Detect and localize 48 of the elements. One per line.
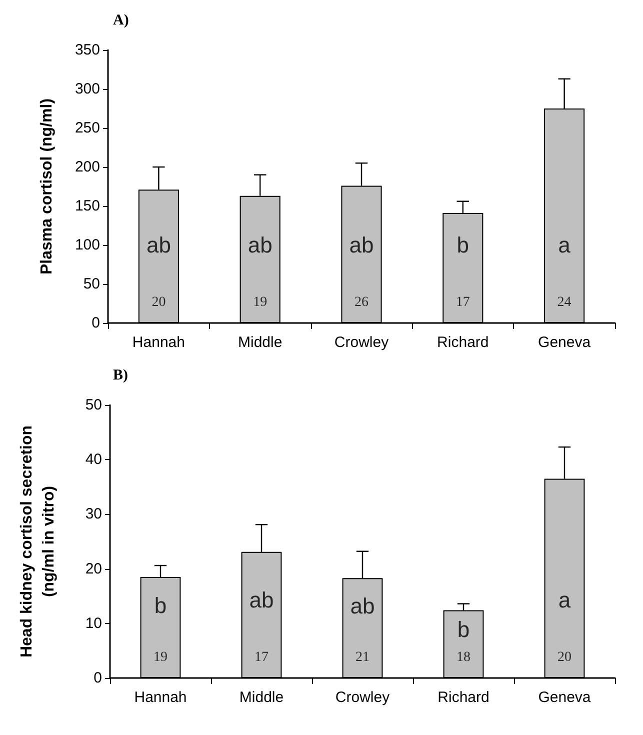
y-tick-label: 30 (85, 506, 102, 523)
annotation: 19 (253, 295, 268, 310)
y-tick-label: 0 (92, 314, 100, 332)
y-tick-label: 250 (74, 120, 100, 136)
annotation: 19 (154, 650, 168, 666)
x-tick-label: Hannah (134, 689, 187, 706)
annotation: b (457, 616, 470, 642)
y-tick-label: 40 (85, 451, 102, 468)
annotation: b (456, 232, 470, 258)
annotation: a (558, 232, 572, 258)
chart-title: B) (113, 368, 128, 384)
y-tick-label: 10 (85, 614, 102, 632)
x-tick-label: Middle (239, 689, 284, 706)
x-tick-label: Geneva (538, 334, 592, 351)
y-tick-label: 300 (74, 80, 100, 98)
annotation: 17 (254, 650, 268, 666)
annotation: ab (350, 594, 375, 619)
x-tick-label: Richard (437, 334, 489, 351)
annotation: 17 (456, 295, 470, 310)
annotation: ab (349, 232, 374, 258)
annotation: ab (249, 588, 274, 613)
annotation: 26 (354, 295, 368, 310)
y-tick-label: 0 (94, 670, 102, 686)
y-tick-label: 200 (74, 158, 100, 176)
annotation: 18 (456, 650, 470, 666)
y-axis-title: Plasma cortisol (ng/ml) (38, 98, 56, 275)
x-tick-label: Geneva (538, 689, 592, 706)
chart-title: A) (113, 12, 129, 28)
y-axis-title: Head kidney cortisol secretion (ng/ml in vitro) (18, 425, 58, 658)
annotation: ab (146, 232, 171, 258)
annotation: 20 (558, 650, 572, 666)
y-tick-label: 50 (83, 276, 100, 292)
y-tick-label: 150 (74, 198, 100, 214)
annotation: b (154, 592, 167, 618)
annotation: 20 (152, 295, 166, 310)
x-tick-label: Crowley (335, 689, 390, 706)
x-tick-label: Hannah (132, 334, 185, 351)
annotation: 21 (356, 650, 370, 666)
annotation: ab (248, 232, 272, 258)
x-tick-label: Middle (238, 334, 282, 351)
y-tick-label: 20 (85, 560, 102, 578)
y-tick-label: 50 (85, 396, 102, 414)
x-tick-label: Crowley (334, 334, 390, 351)
y-tick-label: 100 (74, 236, 100, 254)
annotation: 24 (557, 295, 572, 310)
x-tick-label: Richard (438, 689, 490, 706)
y-tick-label: 350 (74, 42, 100, 58)
annotation: a (558, 588, 572, 613)
